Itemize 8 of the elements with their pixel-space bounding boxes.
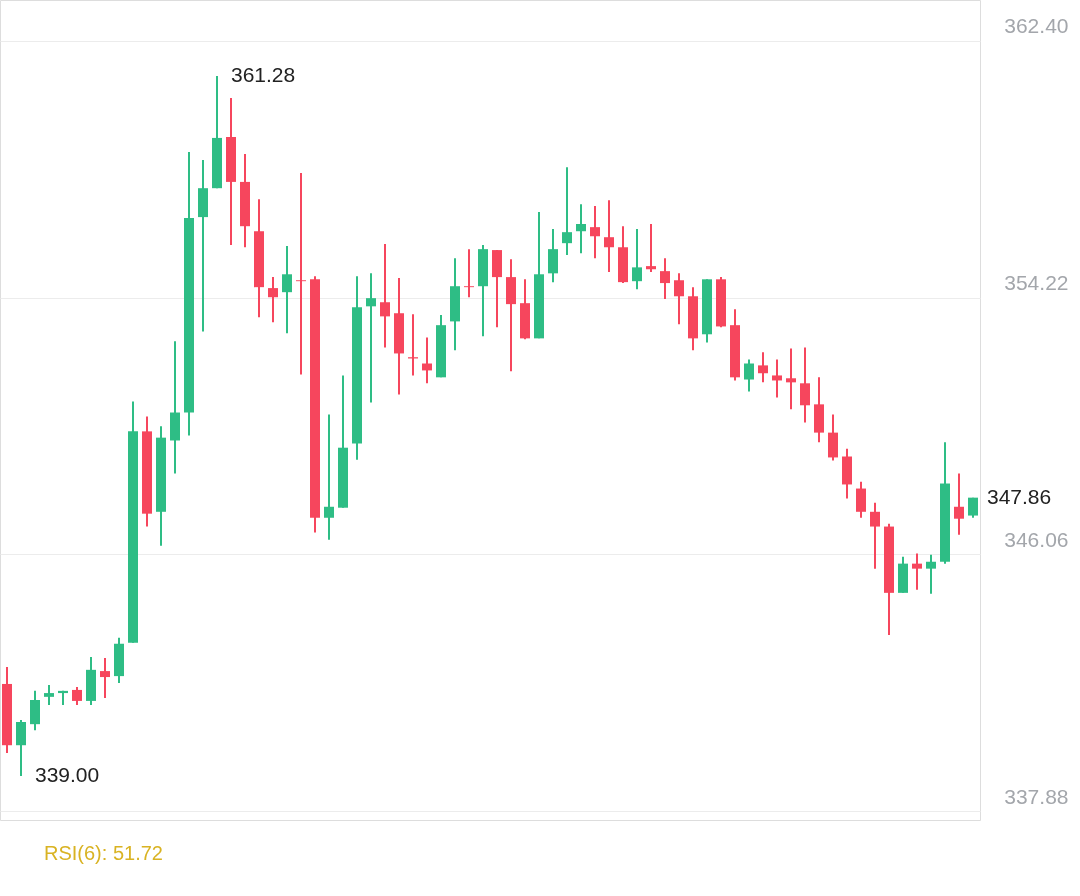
- y-tick-label: 346.06: [1004, 527, 1069, 551]
- y-tick-label: 354.22: [1004, 271, 1069, 295]
- y-tick-label: 362.40: [1004, 14, 1069, 38]
- text: RSI(6): 51.72: [44, 842, 163, 864]
- text: 347.86: [987, 484, 1052, 508]
- annotation: 339.00: [35, 763, 100, 787]
- y-tick-label: 337.88: [1004, 784, 1069, 808]
- annotation: 361.28: [231, 63, 296, 87]
